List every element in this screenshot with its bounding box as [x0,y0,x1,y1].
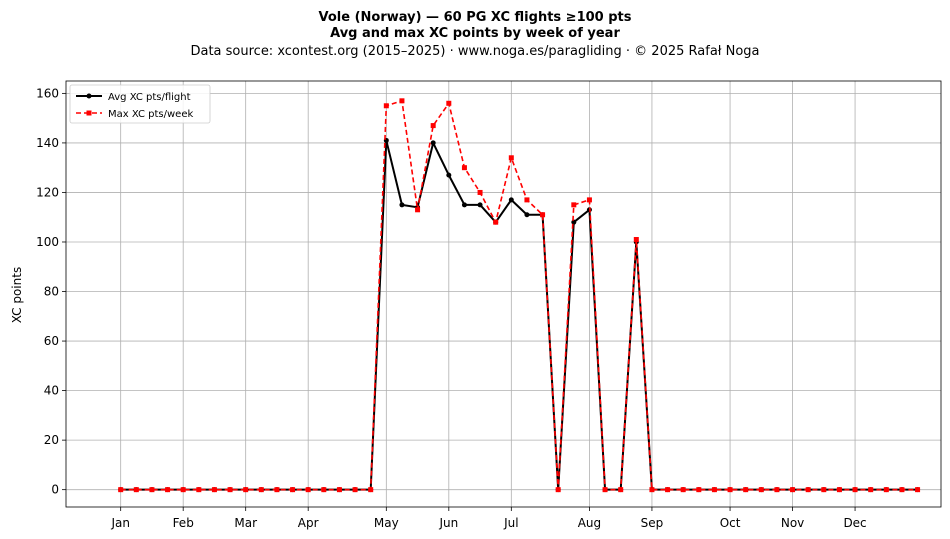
x-tick-label: May [374,516,399,530]
data-point [430,140,436,146]
data-point [586,197,592,203]
x-tick-label: Dec [843,516,866,530]
data-point [899,487,905,493]
chart-title-line1: Vole (Norway) — 60 PG XC flights ≥100 pt… [318,10,631,25]
data-point [868,487,874,493]
data-point [415,207,421,213]
data-point [352,487,358,493]
data-point [555,487,561,493]
data-point [711,487,717,493]
data-point [743,487,749,493]
data-point [821,487,827,493]
chart-subtitle: Data source: xcontest.org (2015–2025) · … [190,44,759,59]
x-tick-label: Apr [298,516,319,530]
data-point [524,212,530,218]
data-point [290,487,296,493]
legend: Avg XC pts/flight Max XC pts/week [69,84,211,124]
data-point [461,165,467,171]
y-tick-label: 0 [51,483,59,497]
y-tick-label: 40 [44,384,59,398]
data-point [633,237,639,243]
data-point [680,487,686,493]
data-point [258,487,264,493]
data-point [477,202,483,208]
data-point [196,487,202,493]
x-tick-label: Sep [641,516,664,530]
data-point [665,487,671,493]
data-point [508,197,514,203]
data-point [336,487,342,493]
data-point [461,202,467,208]
legend-marker-0 [86,93,92,99]
grid-lines [66,81,941,507]
data-point [602,487,608,493]
data-point [493,219,499,225]
x-tick-label: Jul [503,516,518,530]
x-tick-label: Feb [173,516,194,530]
data-point [524,197,530,203]
data-point [852,487,858,493]
legend-box [69,84,211,124]
y-tick-label: 100 [36,235,59,249]
data-point [774,487,780,493]
plot-frame [65,80,942,508]
legend-label-0: Avg XC pts/flight [108,92,191,103]
data-point [571,202,577,208]
data-point [211,487,217,493]
chart-title-line2: Avg and max XC points by week of year [330,26,620,41]
data-point [243,487,249,493]
data-point [321,487,327,493]
data-point [758,487,764,493]
data-point [805,487,811,493]
data-point [571,219,577,225]
data-point [836,487,842,493]
data-point [399,98,405,104]
data-point [165,487,171,493]
series-layer [118,98,921,493]
y-tick-label: 60 [44,334,59,348]
x-tick-label: Jan [110,516,130,530]
data-point [540,212,546,218]
x-tick-label: Aug [578,516,601,530]
data-point [274,487,280,493]
data-point [883,487,889,493]
x-tick-label: Jun [438,516,458,530]
data-point [368,487,374,493]
data-point [790,487,796,493]
data-point [446,172,452,178]
legend-label-1: Max XC pts/week [108,109,193,120]
data-point [508,155,514,161]
y-tick-label: 20 [44,433,59,447]
y-tick-label: 120 [36,185,59,199]
legend-marker-1 [86,110,92,116]
series-line-1 [120,100,918,491]
x-tick-label: Nov [781,516,804,530]
axes: 0 20 40 60 80 100 120 140 160 Jan Feb Mar Apr May Jun J… [36,80,942,530]
data-point [649,487,655,493]
data-point [383,103,389,109]
data-point [305,487,311,493]
data-point [133,487,139,493]
data-point [399,202,405,208]
y-tick-label: 140 [36,136,59,150]
y-axis-label: XC points [10,267,24,323]
data-point [915,487,921,493]
x-tick-label: Oct [720,516,741,530]
data-point [430,123,436,129]
data-point [477,189,483,195]
data-point [446,100,452,106]
y-tick-label: 80 [44,285,59,299]
x-tick-label: Mar [234,516,257,530]
data-point [696,487,702,493]
data-point [618,487,624,493]
y-tick-label: 160 [36,86,59,100]
data-point [227,487,233,493]
data-point [180,487,186,493]
data-point [727,487,733,493]
data-point [118,487,124,493]
data-point [149,487,155,493]
